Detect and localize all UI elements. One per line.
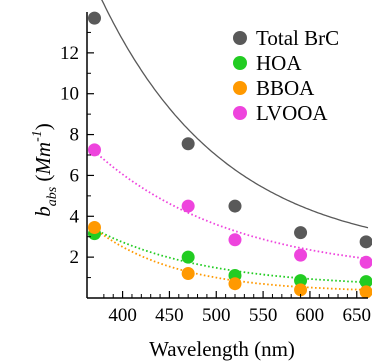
data-point-hoa xyxy=(181,250,195,264)
data-point-bboa xyxy=(228,277,242,291)
data-point-total-brc xyxy=(294,226,308,240)
x-tick-label: 550 xyxy=(249,305,278,326)
y-axis-label-open: ( xyxy=(31,175,55,187)
data-point-total-brc xyxy=(228,199,242,213)
data-point-hoa xyxy=(359,275,372,289)
y-tick-label: 6 xyxy=(70,165,80,186)
legend-label: LVOOA xyxy=(256,101,328,125)
data-point-bboa xyxy=(359,285,372,299)
y-tick-label: 8 xyxy=(70,125,80,146)
y-axis-label-unit-sup: -1 xyxy=(30,130,45,142)
data-point-lvooa xyxy=(294,248,308,262)
x-tick-label: 400 xyxy=(108,305,137,326)
fit-curve-lvooa xyxy=(93,150,369,260)
legend-marker xyxy=(233,81,247,95)
legend-marker xyxy=(233,56,247,70)
data-point-total-brc xyxy=(359,235,372,249)
data-point-lvooa xyxy=(359,255,372,269)
y-tick-label: 4 xyxy=(70,206,80,227)
data-point-bboa xyxy=(294,283,308,297)
legend-marker xyxy=(233,106,247,120)
x-axis-label: Wavelength (nm) xyxy=(149,337,295,361)
x-tick-label: 500 xyxy=(202,305,231,326)
fit-curve-bboa xyxy=(93,227,368,291)
y-axis-label-unit: Mm xyxy=(31,142,55,176)
legend-label: HOA xyxy=(256,51,302,75)
axes: 400 450 500 550 600 650 2 4 6 8 10 12 xyxy=(60,12,371,326)
data-point-bboa xyxy=(181,266,195,280)
x-tick-label: 600 xyxy=(296,305,325,326)
y-axis-label: babs (Mm-1) xyxy=(30,123,60,217)
data-point-lvooa xyxy=(87,143,101,157)
data-point-lvooa xyxy=(228,233,242,247)
fit-curve-total-brc xyxy=(101,0,369,229)
data-point-bboa xyxy=(87,221,101,235)
fit-curves xyxy=(93,0,369,291)
x-tick-label: 450 xyxy=(155,305,184,326)
legend-label: Total BrC xyxy=(256,26,339,50)
y-axis-label-sub: abs xyxy=(45,186,60,206)
data-point-total-brc xyxy=(87,11,101,25)
data-points xyxy=(87,11,372,299)
legend-label: BBOA xyxy=(256,76,315,100)
y-tick-label: 10 xyxy=(60,84,79,105)
data-point-hoa xyxy=(294,274,308,288)
data-point-lvooa xyxy=(181,199,195,213)
legend-marker xyxy=(233,31,247,45)
x-tick-label: 650 xyxy=(343,305,372,326)
y-axis-label-close: ) xyxy=(31,123,55,130)
y-axis-label-main: b xyxy=(31,206,55,217)
y-tick-label: 12 xyxy=(60,43,79,64)
y-tick-label: 2 xyxy=(70,247,80,268)
data-point-total-brc xyxy=(181,137,195,151)
